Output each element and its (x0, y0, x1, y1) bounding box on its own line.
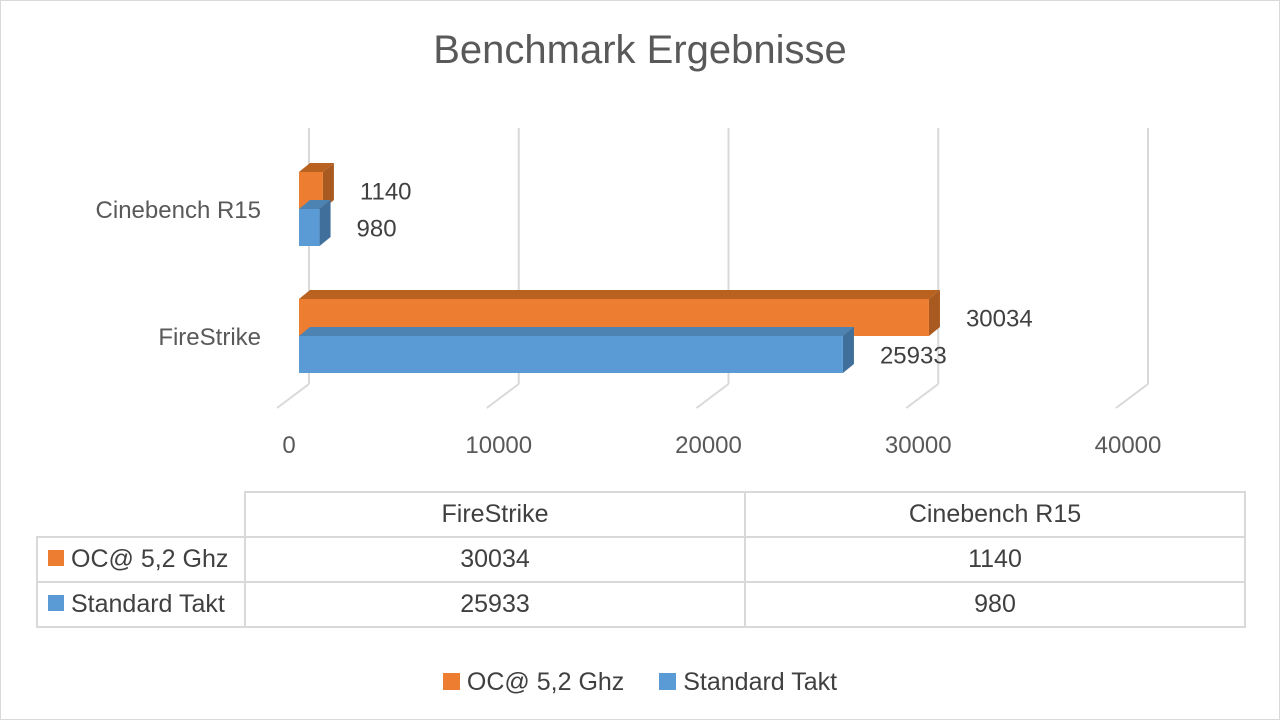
labels: 0 10000 20000 30000 40000 FireStrike 30034 2593… (96, 179, 1162, 460)
bar-side-face (319, 200, 331, 246)
floor-line (486, 383, 520, 409)
legend-item-oc: OC@ 5,2 Ghz (442, 668, 625, 697)
table-cell: 25933 (244, 581, 746, 628)
bar-top-face (299, 163, 334, 172)
table-row: Standard Takt 25933 980 (36, 581, 1246, 628)
floor-line (695, 383, 730, 409)
y-tick-label: FireStrike (158, 324, 261, 351)
x-tick-label: 0 (282, 432, 295, 459)
legend-key-oc (48, 550, 64, 567)
table-header-row: FireStrike Cinebench R15 (37, 491, 1246, 538)
legend-key-standard (48, 595, 64, 612)
data-label: 980 (357, 216, 397, 243)
bar-top-face (299, 327, 854, 336)
floor-line (905, 383, 939, 409)
legend-label: OC@ 5,2 Ghz (466, 668, 625, 696)
legend-swatch (442, 672, 460, 690)
table-row-header: Standard Takt (36, 581, 246, 628)
bar-side-face (322, 163, 334, 209)
x-tick-label: 40000 (1095, 432, 1162, 459)
data-label: 30034 (966, 306, 1033, 333)
chart-plot: 0 10000 20000 30000 40000 FireStrike 30034 2593… (96, 128, 1162, 460)
bar (299, 209, 320, 246)
table-row-label: Standard Takt (71, 590, 225, 618)
legend-swatch (659, 672, 677, 690)
data-table: FireStrike Cinebench R15 OC@ 5,2 Ghz 300… (36, 491, 1246, 628)
table-cell: 1140 (744, 536, 1246, 583)
bar-side-face (928, 290, 940, 336)
table-row-header: OC@ 5,2 Ghz (36, 536, 246, 583)
bar-top-face (299, 290, 940, 299)
table-cell: 30034 (244, 536, 746, 583)
table-col-header: FireStrike (244, 491, 746, 538)
y-tick-label: Cinebench R15 (96, 197, 261, 224)
x-tick-label: 20000 (675, 432, 742, 459)
legend: OC@ 5,2 Ghz Standard Takt (0, 668, 1280, 697)
floor-line (1115, 383, 1149, 409)
table-cell: 980 (744, 581, 1246, 628)
bar-top-face (299, 200, 331, 209)
bar-side-face (842, 327, 854, 373)
table-corner (37, 492, 246, 538)
bar (299, 172, 323, 209)
table-row-label: OC@ 5,2 Ghz (71, 545, 229, 573)
legend-item-standard: Standard Takt (659, 668, 837, 697)
x-tick-label: 10000 (465, 432, 532, 459)
chart-title: Benchmark Ergebnisse (433, 28, 847, 72)
bars (299, 163, 940, 373)
table-row: OC@ 5,2 Ghz 30034 1140 (36, 536, 1246, 583)
floor-line (276, 383, 310, 409)
legend-label: Standard Takt (683, 668, 838, 696)
x-tick-label: 30000 (885, 432, 952, 459)
data-label: 1140 (360, 179, 412, 206)
bar (299, 336, 843, 373)
table-col-header: Cinebench R15 (744, 491, 1246, 538)
data-label: 25933 (880, 343, 947, 370)
